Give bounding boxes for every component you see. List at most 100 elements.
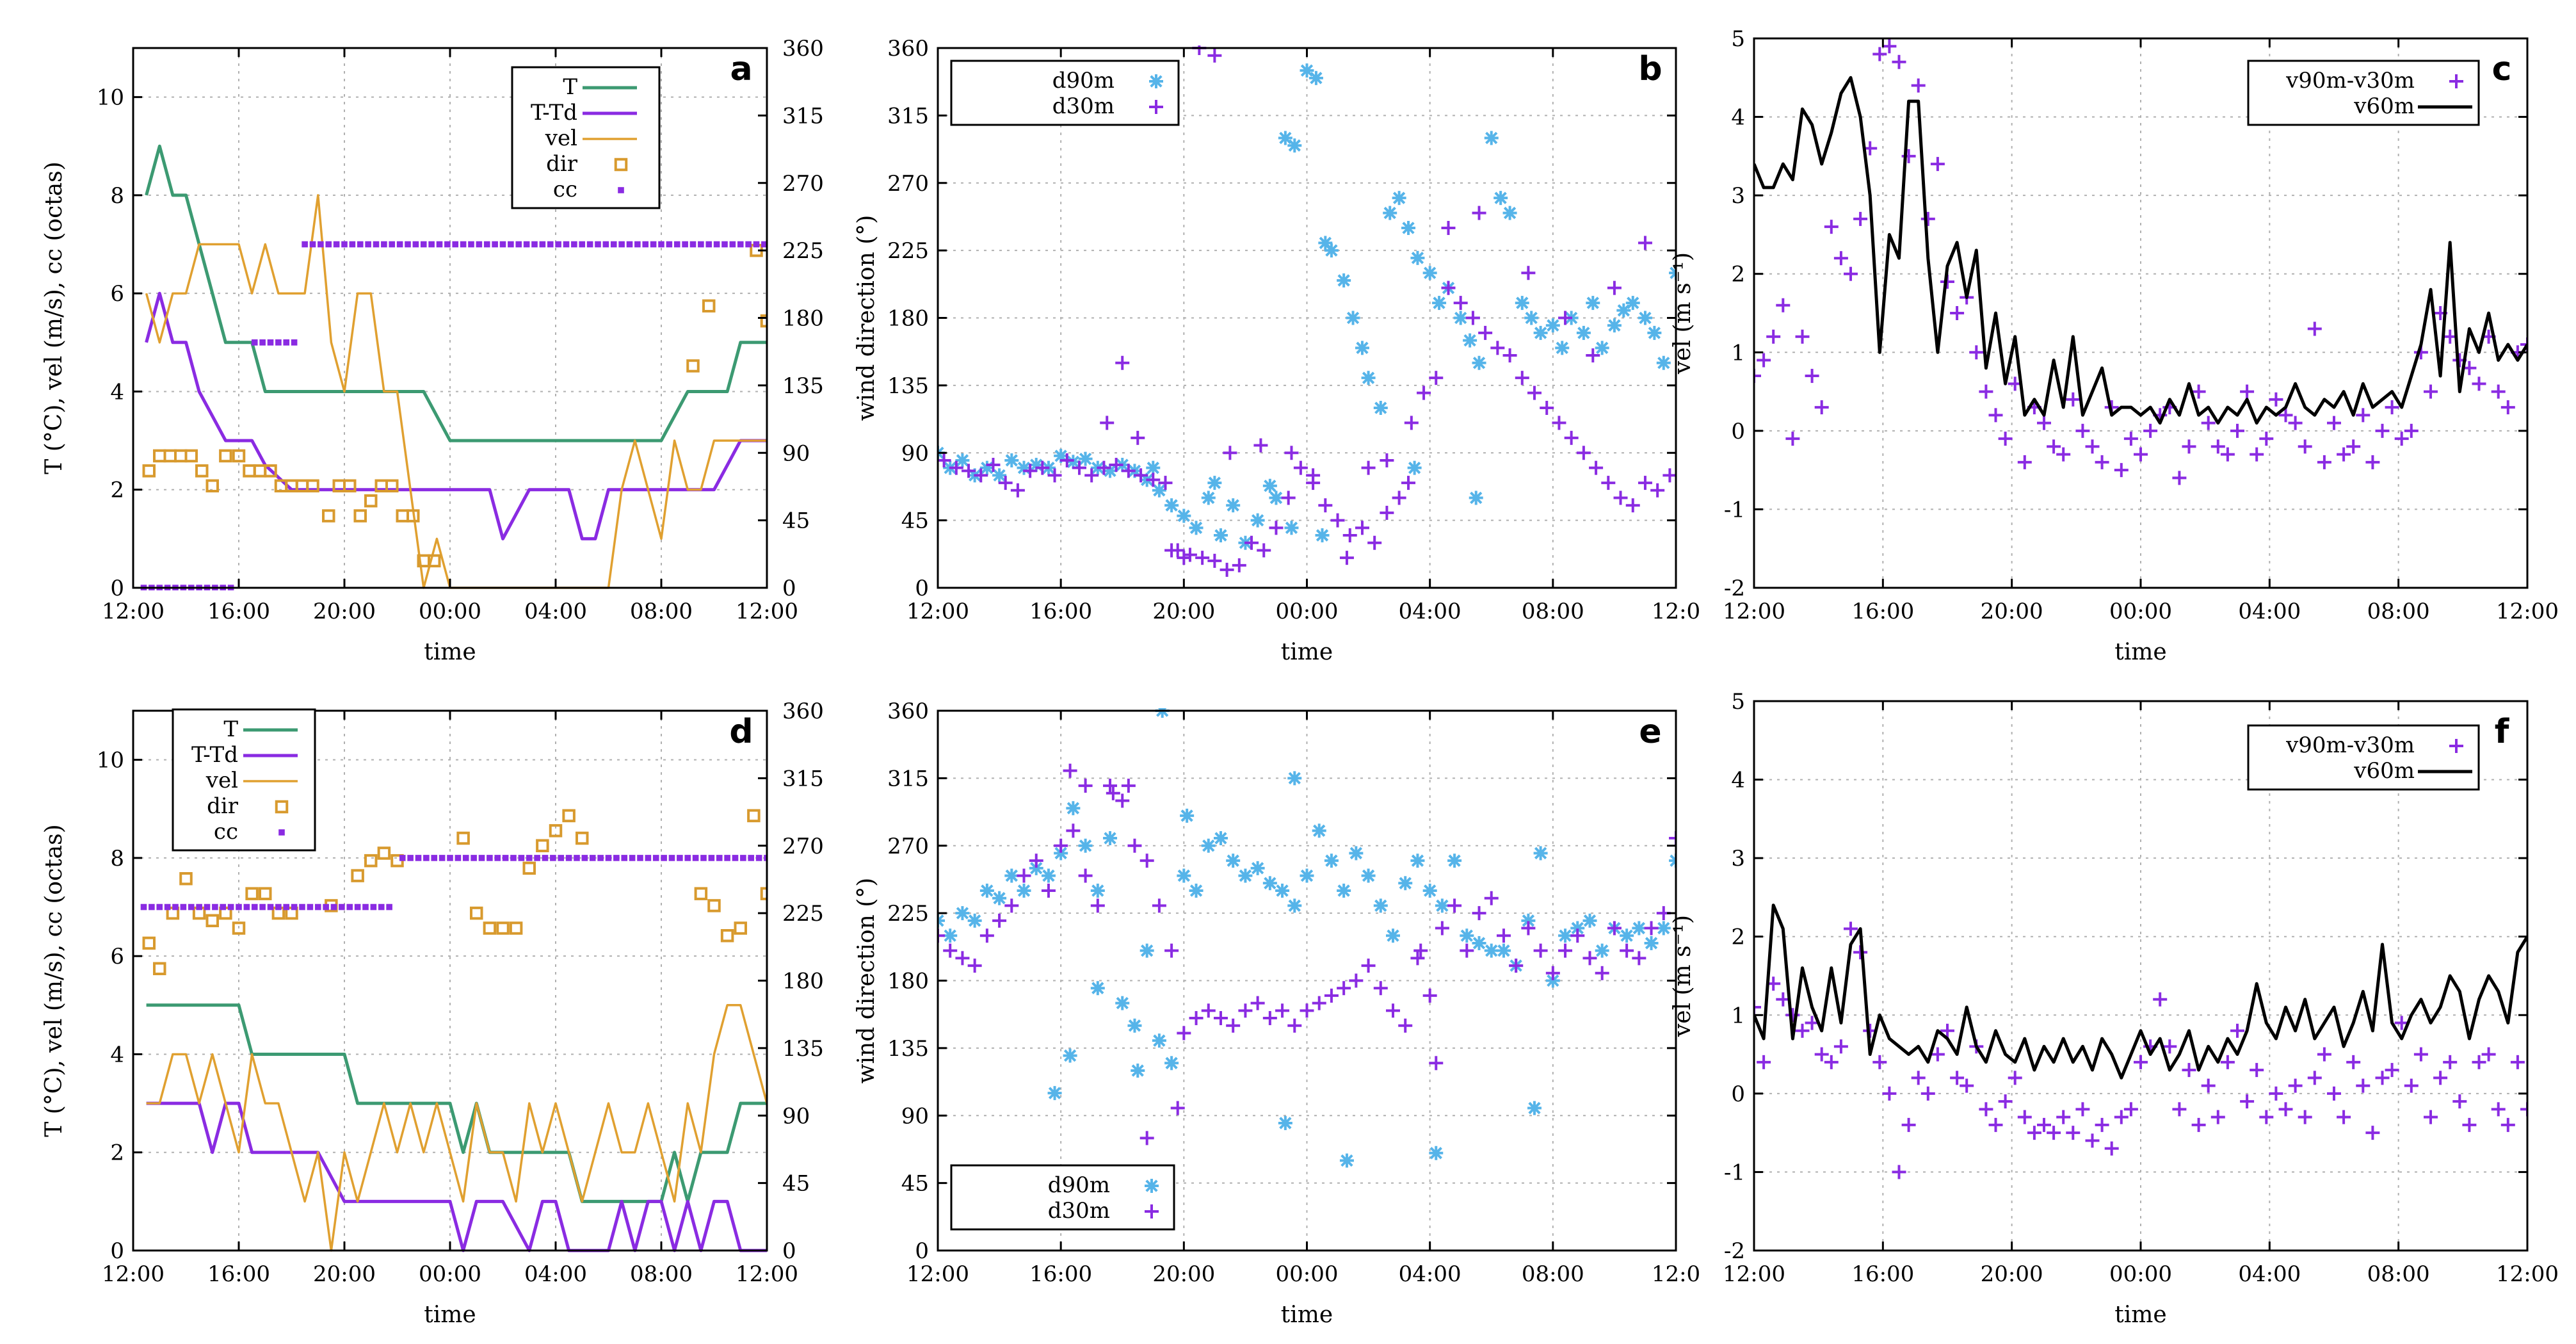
y-tick-label: 2 xyxy=(1731,262,1745,287)
y-tick-label: 8 xyxy=(110,846,124,871)
x-axis-label: time xyxy=(2114,1302,2166,1328)
x-tick-label: 00:00 xyxy=(419,599,481,624)
point-d30m xyxy=(1029,854,1043,868)
point-cc xyxy=(476,241,483,248)
panel-f: 12:00 16:00 20:00 00:00 04:00 08:00 12:00-2-10… xyxy=(1670,689,2559,1328)
point-v90m-v30m xyxy=(1911,78,1926,93)
x-tick-label: 08:00 xyxy=(630,1261,693,1287)
point-cc xyxy=(700,855,707,861)
point-cc xyxy=(605,855,612,861)
point-cc xyxy=(526,855,533,861)
point-d30m xyxy=(986,457,1001,472)
point-v90m-v30m xyxy=(2182,1063,2196,1078)
point-v90m-v30m xyxy=(2230,423,2244,438)
point-dir xyxy=(694,887,708,900)
point-d90m xyxy=(967,913,982,928)
point-v90m-v30m xyxy=(1998,432,2013,446)
point-cc xyxy=(650,241,657,248)
series-d30m xyxy=(938,45,1676,577)
point-d90m xyxy=(1275,884,1290,898)
point-d90m xyxy=(1647,325,1662,340)
point-d90m xyxy=(1041,868,1056,883)
point-d30m xyxy=(1638,236,1652,250)
legend-label: T-Td xyxy=(191,742,238,768)
point-d90m xyxy=(1090,981,1105,996)
point-v90m-v30m xyxy=(2240,1094,2255,1109)
legend-label: v90m-v30m xyxy=(2285,68,2415,93)
point-cc xyxy=(318,241,324,248)
point-cc xyxy=(610,241,617,248)
point-cc xyxy=(586,241,593,248)
point-cc xyxy=(523,241,530,248)
point-d30m xyxy=(1054,838,1068,853)
point-cc xyxy=(502,855,509,861)
point-cc xyxy=(666,241,673,248)
point-cc xyxy=(682,241,688,248)
point-v90m-v30m xyxy=(1844,266,1858,281)
point-v90m-v30m xyxy=(1795,329,1810,344)
point-d30m xyxy=(1650,483,1665,498)
point-d30m xyxy=(1595,966,1609,980)
point-cc xyxy=(283,339,290,346)
point-cc xyxy=(595,241,601,248)
y-tick-label: 90 xyxy=(901,1103,929,1129)
point-d30m xyxy=(1429,371,1444,385)
point-d30m xyxy=(1207,48,1222,63)
point-d30m xyxy=(1195,551,1210,565)
point-d30m xyxy=(1078,779,1093,793)
point-d90m xyxy=(1066,801,1081,816)
x-tick-label: 20:00 xyxy=(1152,1261,1215,1287)
point-v90m-v30m xyxy=(2394,432,2409,446)
point-v90m-v30m xyxy=(2356,1078,2371,1093)
point-cc xyxy=(140,903,147,911)
point-d30m xyxy=(1106,786,1120,800)
point-dir xyxy=(707,899,721,912)
point-d90m xyxy=(1570,921,1585,935)
point-d30m xyxy=(1115,793,1130,808)
y-tick-label: 1 xyxy=(1731,1003,1745,1028)
point-d90m xyxy=(1361,371,1376,385)
y-axis-label: T (°C), vel (m/s), cc (octas) xyxy=(41,824,67,1137)
point-v90m-v30m xyxy=(2443,1055,2458,1069)
point-d30m xyxy=(1134,468,1148,483)
point-cc xyxy=(471,855,477,861)
point-d90m xyxy=(1269,490,1284,505)
point-cc xyxy=(357,241,364,248)
point-d90m xyxy=(1407,460,1422,475)
point-cc xyxy=(399,855,406,861)
point-cc xyxy=(673,241,680,248)
point-v90m-v30m xyxy=(1911,1071,1926,1085)
point-dir xyxy=(364,854,378,868)
point-d90m xyxy=(1545,318,1560,333)
point-d30m xyxy=(1349,973,1364,988)
point-dir xyxy=(702,299,716,313)
y-tick-label: 5 xyxy=(1731,26,1745,52)
point-d30m xyxy=(1533,943,1548,958)
point-v90m-v30m xyxy=(2230,1023,2244,1038)
y-tick-label: 225 xyxy=(887,901,929,927)
point-v90m-v30m xyxy=(2365,1126,2380,1140)
y2-tick-label: 180 xyxy=(782,969,824,994)
point-d90m xyxy=(1284,521,1299,535)
point-cc xyxy=(227,903,234,911)
point-v90m-v30m xyxy=(2123,1102,2138,1117)
point-d30m xyxy=(1182,547,1197,562)
point-v90m-v30m xyxy=(2056,1110,2071,1124)
point-cc xyxy=(267,339,274,346)
legend-label: v90m-v30m xyxy=(2285,733,2415,758)
point-d30m xyxy=(1607,280,1622,295)
point-dir xyxy=(456,831,470,845)
point-d30m xyxy=(1552,416,1566,430)
point-cc xyxy=(642,241,649,248)
y-tick-label: 270 xyxy=(887,834,929,859)
point-d30m xyxy=(1632,951,1646,966)
point-v90m-v30m xyxy=(1814,1047,1829,1062)
point-v90m-v30m xyxy=(2269,392,2283,407)
y-tick-label: 3 xyxy=(1731,183,1745,209)
point-v90m-v30m xyxy=(2404,1078,2419,1093)
point-d90m xyxy=(1300,868,1314,883)
y2-tick-label: 135 xyxy=(782,373,824,399)
point-d30m xyxy=(1115,355,1130,370)
point-d30m xyxy=(1281,490,1296,505)
point-d90m xyxy=(1315,528,1330,543)
